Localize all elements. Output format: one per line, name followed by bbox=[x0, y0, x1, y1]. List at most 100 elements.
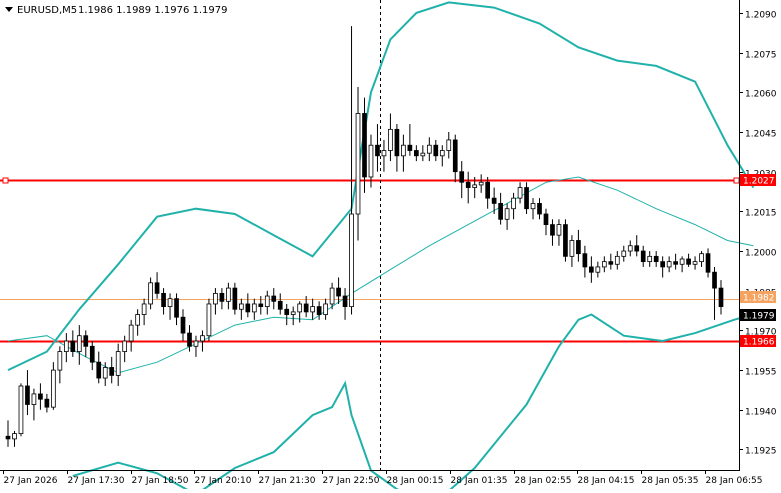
candle-body bbox=[303, 303, 309, 313]
candle-body bbox=[329, 287, 335, 305]
candle-body bbox=[31, 393, 37, 405]
candle bbox=[57, 346, 63, 384]
candle-body bbox=[692, 261, 698, 265]
bollinger-upper-band bbox=[7, 1, 755, 372]
candle bbox=[284, 303, 290, 326]
candle-body bbox=[213, 292, 218, 305]
candle bbox=[563, 219, 568, 262]
candle-body bbox=[12, 433, 17, 440]
candle-body bbox=[57, 351, 63, 371]
candle-body bbox=[226, 287, 231, 302]
candle-body bbox=[595, 266, 601, 273]
candle-body bbox=[193, 340, 199, 347]
time-tick-label: 28 Jan 01:35 bbox=[451, 476, 508, 486]
candle bbox=[524, 182, 529, 215]
candle bbox=[141, 298, 147, 326]
candle-body bbox=[653, 255, 659, 263]
candle-body bbox=[537, 203, 542, 215]
candle bbox=[686, 253, 691, 267]
candle-body bbox=[161, 292, 166, 308]
candle-body bbox=[375, 144, 380, 157]
candle bbox=[595, 261, 601, 278]
price-tag-label: 1.1982 bbox=[743, 294, 775, 304]
candle bbox=[89, 341, 95, 371]
candle bbox=[206, 298, 212, 342]
dropdown-triangle-icon[interactable] bbox=[5, 7, 13, 12]
candle bbox=[200, 330, 205, 352]
time-tick-label: 27 Jan 18:50 bbox=[132, 476, 189, 486]
candle bbox=[679, 256, 685, 273]
candle-body bbox=[362, 113, 367, 178]
candle bbox=[550, 219, 555, 246]
header-ohlc: 1.1986 1.1989 1.1976 1.1979 bbox=[78, 5, 228, 16]
candle-body bbox=[530, 203, 536, 210]
candle-body bbox=[465, 181, 471, 188]
time-tick-label: 28 Jan 06:55 bbox=[706, 476, 763, 486]
candle bbox=[452, 134, 458, 183]
candle bbox=[83, 330, 89, 357]
candle bbox=[323, 298, 328, 320]
candle bbox=[25, 370, 30, 416]
candle bbox=[303, 296, 309, 318]
candle-body bbox=[336, 287, 341, 297]
line-handle-left bbox=[2, 177, 9, 184]
price-tag-box bbox=[740, 174, 776, 186]
candle bbox=[128, 319, 134, 352]
candle bbox=[76, 325, 82, 365]
candle-body bbox=[478, 181, 484, 186]
candle bbox=[446, 131, 452, 159]
candle-body bbox=[25, 385, 30, 405]
candle-body bbox=[459, 171, 465, 183]
candle bbox=[44, 393, 50, 413]
candle-body bbox=[627, 245, 633, 252]
candle-body bbox=[524, 187, 529, 210]
candle-body bbox=[368, 144, 374, 178]
candle-body bbox=[70, 340, 76, 352]
candle bbox=[154, 272, 160, 299]
candle-body bbox=[245, 303, 251, 313]
candle-body bbox=[589, 266, 594, 273]
candle bbox=[647, 251, 653, 267]
candle bbox=[582, 245, 588, 278]
candle-body bbox=[504, 208, 510, 220]
candle-body bbox=[660, 261, 666, 268]
candle bbox=[161, 288, 166, 315]
candle-body bbox=[89, 345, 95, 363]
candle bbox=[51, 362, 56, 410]
candle bbox=[621, 245, 627, 262]
time-tick-label: 28 Jan 02:55 bbox=[515, 476, 572, 486]
candle-body bbox=[102, 367, 108, 379]
candle bbox=[31, 388, 37, 421]
candle bbox=[135, 309, 140, 336]
candle-body bbox=[251, 303, 257, 313]
candle-body bbox=[394, 128, 400, 157]
candle bbox=[329, 282, 335, 310]
candle bbox=[491, 187, 497, 215]
candle-body bbox=[601, 261, 607, 268]
candle bbox=[504, 203, 510, 230]
candle bbox=[608, 253, 614, 270]
candle bbox=[530, 198, 536, 220]
candle bbox=[180, 309, 186, 342]
candle-body bbox=[128, 324, 134, 342]
candle-body bbox=[414, 150, 419, 157]
candle-body bbox=[154, 282, 160, 294]
price-tick-label: 1.2015 bbox=[745, 209, 777, 219]
candle-body bbox=[550, 224, 555, 236]
candle-body bbox=[219, 292, 225, 302]
candle-body bbox=[388, 128, 393, 151]
candle-body bbox=[673, 261, 678, 265]
candle-body bbox=[401, 144, 406, 157]
candle bbox=[498, 192, 503, 225]
candle bbox=[718, 280, 724, 315]
price-tick-label: 1.2090 bbox=[745, 11, 777, 21]
candle bbox=[96, 351, 102, 384]
candle bbox=[336, 277, 341, 304]
candle-body bbox=[556, 224, 562, 236]
candle-body bbox=[355, 113, 361, 215]
candle bbox=[459, 161, 465, 199]
time-tick-label: 27 Jan 22:50 bbox=[323, 476, 380, 486]
candle-body bbox=[316, 306, 322, 315]
